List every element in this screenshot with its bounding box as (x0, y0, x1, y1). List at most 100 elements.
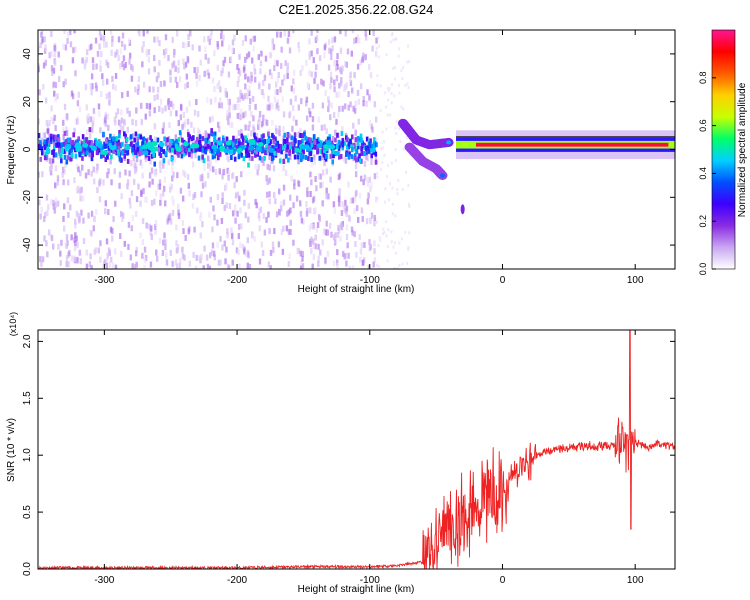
heatmap-cell (341, 142, 345, 148)
heatmap-cell (147, 56, 151, 63)
heatmap-cell (139, 232, 142, 239)
heatmap-cell (92, 63, 95, 70)
heatmap-cell (279, 144, 283, 150)
heatmap-cell (43, 212, 47, 219)
heatmap-cell (120, 251, 123, 258)
heatmap-cell (374, 159, 378, 165)
heatmap-cell (257, 164, 260, 171)
heatmap-cell (297, 104, 301, 111)
colorbar-tick-label: 0.4 (698, 167, 708, 180)
heatmap-cell (99, 60, 102, 67)
heatmap-cell (128, 52, 132, 59)
heatmap-cell (68, 250, 71, 257)
heatmap-cell (365, 136, 369, 142)
heatmap-cell (249, 38, 253, 45)
heatmap-cell (371, 45, 374, 52)
heatmap-cell (278, 125, 281, 132)
heatmap-cell (239, 114, 242, 121)
heatmap-cell (255, 133, 259, 140)
heatmap-cell (408, 231, 411, 235)
heatmap-cell (129, 134, 133, 140)
heatmap-cell (74, 140, 78, 146)
snr-x-tick-label: -100 (360, 575, 380, 586)
heatmap-feature-branch-lower (404, 142, 448, 181)
colorbar-tick-label: 0.0 (698, 263, 708, 276)
heatmap-cell (74, 46, 77, 53)
heatmap-cell (50, 105, 53, 112)
heatmap-cell (114, 119, 117, 126)
heatmap-cell (157, 147, 161, 153)
heatmap-cell (209, 196, 212, 203)
heatmap-cell (164, 34, 168, 41)
heatmap-cell (328, 147, 331, 154)
heatmap-cell (83, 146, 87, 152)
heatmap-cell (200, 191, 203, 198)
heatmap-cell (205, 140, 209, 146)
heatmap-cell (211, 77, 215, 84)
heatmap-cell (46, 123, 50, 130)
heatmap-cell (404, 230, 407, 234)
heatmap-cell (238, 195, 241, 202)
heatmap-cell (38, 135, 41, 142)
heatmap-cell (240, 133, 244, 139)
heatmap-cell (54, 134, 57, 140)
heatmap-cell (236, 80, 240, 87)
heatmap-cell (335, 60, 339, 67)
heatmap-cell (350, 134, 354, 140)
heatmap-cell (64, 145, 68, 151)
snr-plot-area (38, 330, 675, 569)
heatmap-cell (209, 158, 213, 165)
heatmap-cell (245, 144, 248, 150)
heatmap-feature-main-band (38, 127, 378, 168)
heatmap-cell (280, 229, 283, 236)
heatmap-cell (52, 152, 56, 158)
heatmap-cell (323, 160, 326, 167)
heatmap-cell (386, 175, 389, 179)
heatmap-cell (358, 153, 361, 159)
heatmap-cell (136, 137, 139, 143)
heatmap-cell (290, 85, 293, 92)
heatmap-cell (216, 241, 219, 248)
heatmap-cell (38, 143, 40, 149)
heatmap-cell (120, 117, 124, 124)
heatmap-cell (95, 209, 98, 216)
heatmap-cell (398, 127, 401, 131)
heatmap-cell (386, 113, 389, 117)
heatmap-cell (340, 130, 344, 136)
heatmap-cell (117, 119, 121, 126)
heatmap-cell (360, 137, 363, 143)
heatmap-cell (407, 246, 410, 250)
heatmap-cell (220, 30, 224, 34)
heatmap-cell (167, 147, 171, 153)
heatmap-cell (49, 136, 53, 142)
heatmap-cell (107, 247, 111, 254)
heatmap-cell (112, 136, 115, 142)
heatmap-cell (322, 152, 326, 158)
heatmap-cell (347, 214, 351, 221)
heatmap-cell (232, 135, 235, 141)
heatmap-cell (255, 149, 259, 155)
heatmap-cell (356, 205, 359, 212)
heatmap-cell (111, 227, 114, 234)
heatmap-cell (353, 231, 356, 238)
heatmap-cell (141, 61, 144, 68)
heatmap-cell (330, 48, 333, 55)
colorbar-tick-label: 0.8 (698, 72, 708, 85)
heatmap-cell (198, 134, 202, 140)
heatmap-cell (230, 121, 234, 128)
heatmap-cell (62, 81, 65, 88)
snr-x-tick-label: -300 (94, 575, 114, 586)
heatmap-cell (335, 259, 339, 266)
heatmap-cell (286, 73, 289, 80)
heatmap-cell (46, 137, 50, 143)
heatmap-cell (306, 140, 309, 146)
heatmap-cell (345, 61, 349, 68)
heatmap-cell (254, 163, 257, 170)
heatmap-cell (156, 93, 159, 100)
heatmap-cell (181, 253, 185, 260)
heatmap-cell (44, 59, 48, 66)
heatmap-cell (296, 247, 299, 254)
heatmap-cell (321, 169, 325, 176)
heatmap-cell (153, 198, 156, 205)
heatmap-cell (259, 206, 263, 213)
